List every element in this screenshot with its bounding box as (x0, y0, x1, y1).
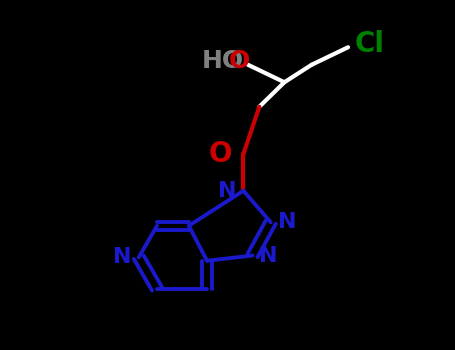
Text: N: N (113, 247, 132, 267)
Text: Cl: Cl (355, 30, 385, 58)
Text: HO: HO (201, 49, 243, 73)
Text: O: O (208, 140, 232, 168)
Text: O: O (229, 49, 250, 73)
Text: N: N (278, 212, 296, 232)
Text: N: N (218, 181, 237, 201)
Text: N: N (259, 245, 278, 266)
